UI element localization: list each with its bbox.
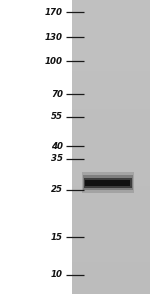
- Text: 170: 170: [45, 8, 63, 17]
- Bar: [83, 175, 133, 190]
- Text: 130: 130: [45, 33, 63, 41]
- Text: 40: 40: [51, 142, 63, 151]
- Text: 35: 35: [51, 154, 63, 163]
- Bar: [72, 0, 150, 294]
- Text: 100: 100: [45, 57, 63, 66]
- Text: 25: 25: [51, 185, 63, 194]
- Text: 55: 55: [51, 112, 63, 121]
- Text: 70: 70: [51, 90, 63, 99]
- Bar: [84, 178, 132, 188]
- Text: 15: 15: [51, 233, 63, 241]
- Text: 10: 10: [51, 270, 63, 279]
- Bar: [85, 180, 130, 186]
- Bar: [82, 172, 134, 193]
